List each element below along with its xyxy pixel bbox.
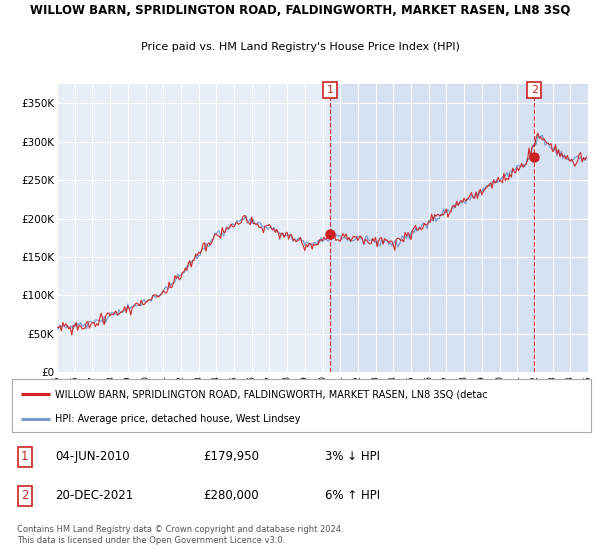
Text: 04-JUN-2010: 04-JUN-2010 <box>55 450 130 463</box>
Text: 6% ↑ HPI: 6% ↑ HPI <box>325 489 380 502</box>
Text: 1: 1 <box>326 85 334 95</box>
Text: Contains HM Land Registry data © Crown copyright and database right 2024.
This d: Contains HM Land Registry data © Crown c… <box>17 525 343 545</box>
Text: 3% ↓ HPI: 3% ↓ HPI <box>325 450 380 463</box>
Text: WILLOW BARN, SPRIDLINGTON ROAD, FALDINGWORTH, MARKET RASEN, LN8 3SQ (detac: WILLOW BARN, SPRIDLINGTON ROAD, FALDINGW… <box>55 389 488 399</box>
Text: £280,000: £280,000 <box>203 489 259 502</box>
Text: WILLOW BARN, SPRIDLINGTON ROAD, FALDINGWORTH, MARKET RASEN, LN8 3SQ: WILLOW BARN, SPRIDLINGTON ROAD, FALDINGW… <box>30 4 570 17</box>
Text: 2: 2 <box>530 85 538 95</box>
Text: 1: 1 <box>21 450 28 463</box>
Text: 20-DEC-2021: 20-DEC-2021 <box>55 489 134 502</box>
Text: £179,950: £179,950 <box>203 450 259 463</box>
Text: HPI: Average price, detached house, West Lindsey: HPI: Average price, detached house, West… <box>55 414 301 424</box>
Bar <box>330 84 597 372</box>
Text: Price paid vs. HM Land Registry's House Price Index (HPI): Price paid vs. HM Land Registry's House … <box>140 42 460 52</box>
Text: 2: 2 <box>21 489 28 502</box>
